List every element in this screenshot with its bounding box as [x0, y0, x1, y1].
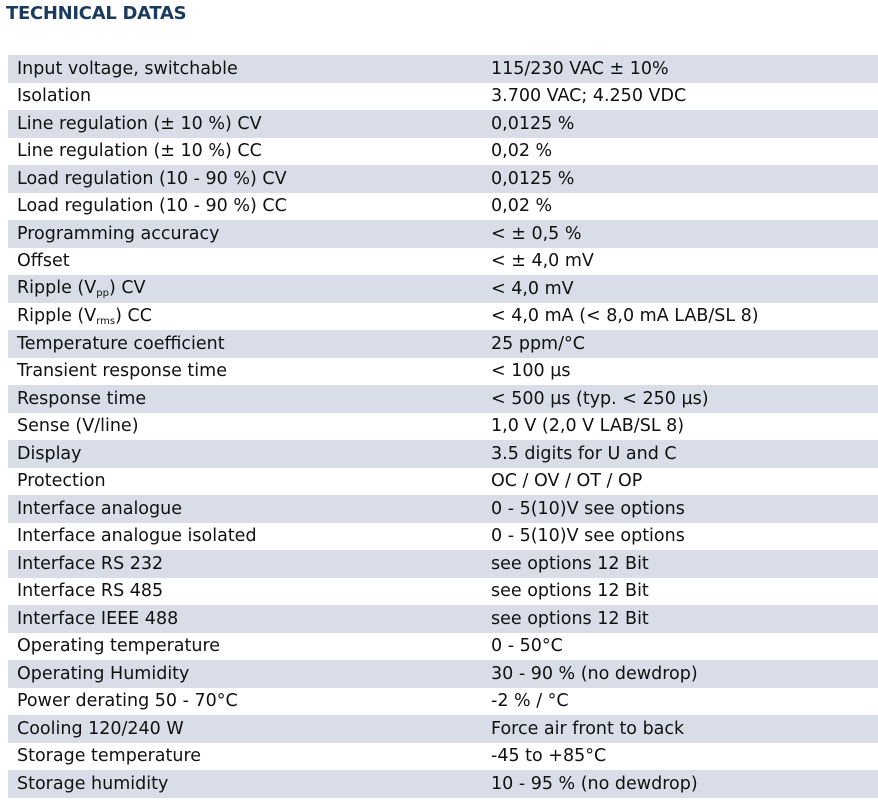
table-row: Storage temperature -45 to +85°C	[8, 743, 878, 771]
parameter-label: Line regulation (± 10 %) CV	[17, 113, 262, 134]
table-row: Interface RS 485 see options 12 Bit	[8, 578, 878, 606]
parameter-value: see options 12 Bit	[491, 581, 649, 602]
parameter-label: Cooling 120/240 W	[17, 718, 184, 739]
parameter-label: Interface IEEE 488	[17, 608, 179, 629]
parameter-value: see options 12 Bit	[491, 553, 649, 574]
parameter-value: 0 - 5(10)V see options	[491, 526, 685, 547]
parameter-label: Protection	[17, 471, 106, 492]
table-row: Operating Humidity 30 - 90 % (no dewdrop)	[8, 660, 878, 688]
table-row: Operating temperature 0 - 50°C	[8, 633, 878, 661]
parameter-value: < ± 0,5 %	[491, 223, 582, 244]
table-row: Isolation 3.700 VAC; 4.250 VDC	[8, 83, 878, 111]
parameter-value: 25 ppm/°C	[491, 333, 585, 354]
table-row: Ripple (Vpp) CV < 4,0 mV	[8, 275, 878, 303]
table-row: Offset < ± 4,0 mV	[8, 248, 878, 276]
parameter-label: Ripple (Vrms) CC	[17, 305, 152, 327]
table-row: Ripple (Vrms) CC < 4,0 mA (< 8,0 mA LAB/S…	[8, 303, 878, 331]
parameter-label: Load regulation (10 - 90 %) CC	[17, 196, 287, 217]
table-row: Line regulation (± 10 %) CV 0,0125 %	[8, 110, 878, 138]
table-row: Load regulation (10 - 90 %) CC 0,02 %	[8, 193, 878, 221]
table-row: Response time < 500 µs (typ. < 250 µs)	[8, 385, 878, 413]
table-row: Cooling 120/240 W Force air front to back	[8, 715, 878, 743]
table-row: Protection OC / OV / OT / OP	[8, 468, 878, 496]
parameter-label: Operating Humidity	[17, 663, 190, 684]
parameter-label: Power derating 50 - 70°C	[17, 691, 238, 712]
parameter-value: 30 - 90 % (no dewdrop)	[491, 663, 698, 684]
section-title: TECHNICAL DATAS	[6, 3, 187, 24]
parameter-value: 0 - 50°C	[491, 636, 563, 657]
parameter-value: < 4,0 mA (< 8,0 mA LAB/SL 8)	[491, 306, 759, 327]
table-row: Line regulation (± 10 %) CC 0,02 %	[8, 138, 878, 166]
parameter-label: Interface analogue isolated	[17, 526, 257, 547]
parameter-value: -2 % / °C	[491, 691, 569, 712]
parameter-value: 0,02 %	[491, 196, 553, 217]
parameter-value: < 4,0 mV	[491, 278, 574, 299]
parameter-label: Input voltage, switchable	[17, 58, 238, 79]
parameter-value: < 100 µs	[491, 361, 571, 382]
parameter-value: 115/230 VAC ± 10%	[491, 58, 669, 79]
parameter-label: Interface analogue	[17, 498, 182, 519]
table-row: Load regulation (10 - 90 %) CV 0,0125 %	[8, 165, 878, 193]
parameter-label: Response time	[17, 388, 147, 409]
parameter-value: Force air front to back	[491, 718, 685, 739]
table-row: Interface analogue isolated 0 - 5(10)V se…	[8, 523, 878, 551]
parameter-value: -45 to +85°C	[491, 746, 607, 767]
parameter-value: OC / OV / OT / OP	[491, 471, 643, 492]
parameter-label: Display	[17, 443, 82, 464]
technical-data-table: Input voltage, switchable 115/230 VAC ± 1…	[8, 55, 878, 798]
parameter-label: Temperature coefficient	[17, 333, 225, 354]
parameter-label: Storage humidity	[17, 773, 169, 794]
table-row: Temperature coefficient 25 ppm/°C	[8, 330, 878, 358]
parameter-label: Storage temperature	[17, 746, 202, 767]
table-row: Storage humidity 10 - 95 % (no dewdrop)	[8, 770, 878, 798]
parameter-label: Interface RS 485	[17, 581, 164, 602]
parameter-value: 3.5 digits for U and C	[491, 443, 677, 464]
parameter-label: Sense (V/line)	[17, 416, 139, 437]
parameter-label: Load regulation (10 - 90 %) CV	[17, 168, 287, 189]
parameter-label: Operating temperature	[17, 636, 221, 657]
parameter-label: Ripple (Vpp) CV	[17, 278, 146, 300]
parameter-label: Programming accuracy	[17, 223, 220, 244]
parameter-label: Interface RS 232	[17, 553, 164, 574]
parameter-value: < 500 µs (typ. < 250 µs)	[491, 388, 709, 409]
parameter-value: 0 - 5(10)V see options	[491, 498, 685, 519]
parameter-label: Transient response time	[17, 361, 227, 382]
table-row: Interface RS 232 see options 12 Bit	[8, 550, 878, 578]
table-row: Input voltage, switchable 115/230 VAC ± 1…	[8, 55, 878, 83]
parameter-value: < ± 4,0 mV	[491, 251, 594, 272]
table-row: Power derating 50 - 70°C -2 % / °C	[8, 688, 878, 716]
table-row: Interface IEEE 488 see options 12 Bit	[8, 605, 878, 633]
table-row: Programming accuracy < ± 0,5 %	[8, 220, 878, 248]
parameter-value: 3.700 VAC; 4.250 VDC	[491, 86, 687, 107]
table-row: Display 3.5 digits for U and C	[8, 440, 878, 468]
parameter-value: 1,0 V (2,0 V LAB/SL 8)	[491, 416, 685, 437]
parameter-value: 0,0125 %	[491, 113, 575, 134]
parameter-value: see options 12 Bit	[491, 608, 649, 629]
parameter-label: Offset	[17, 251, 70, 272]
table-row: Sense (V/line) 1,0 V (2,0 V LAB/SL 8)	[8, 413, 878, 441]
table-row: Transient response time < 100 µs	[8, 358, 878, 386]
parameter-label: Line regulation (± 10 %) CC	[17, 141, 262, 162]
parameter-value: 0,02 %	[491, 141, 553, 162]
parameter-value: 10 - 95 % (no dewdrop)	[491, 773, 698, 794]
parameter-label: Isolation	[17, 86, 92, 107]
parameter-value: 0,0125 %	[491, 168, 575, 189]
table-row: Interface analogue 0 - 5(10)V see options	[8, 495, 878, 523]
